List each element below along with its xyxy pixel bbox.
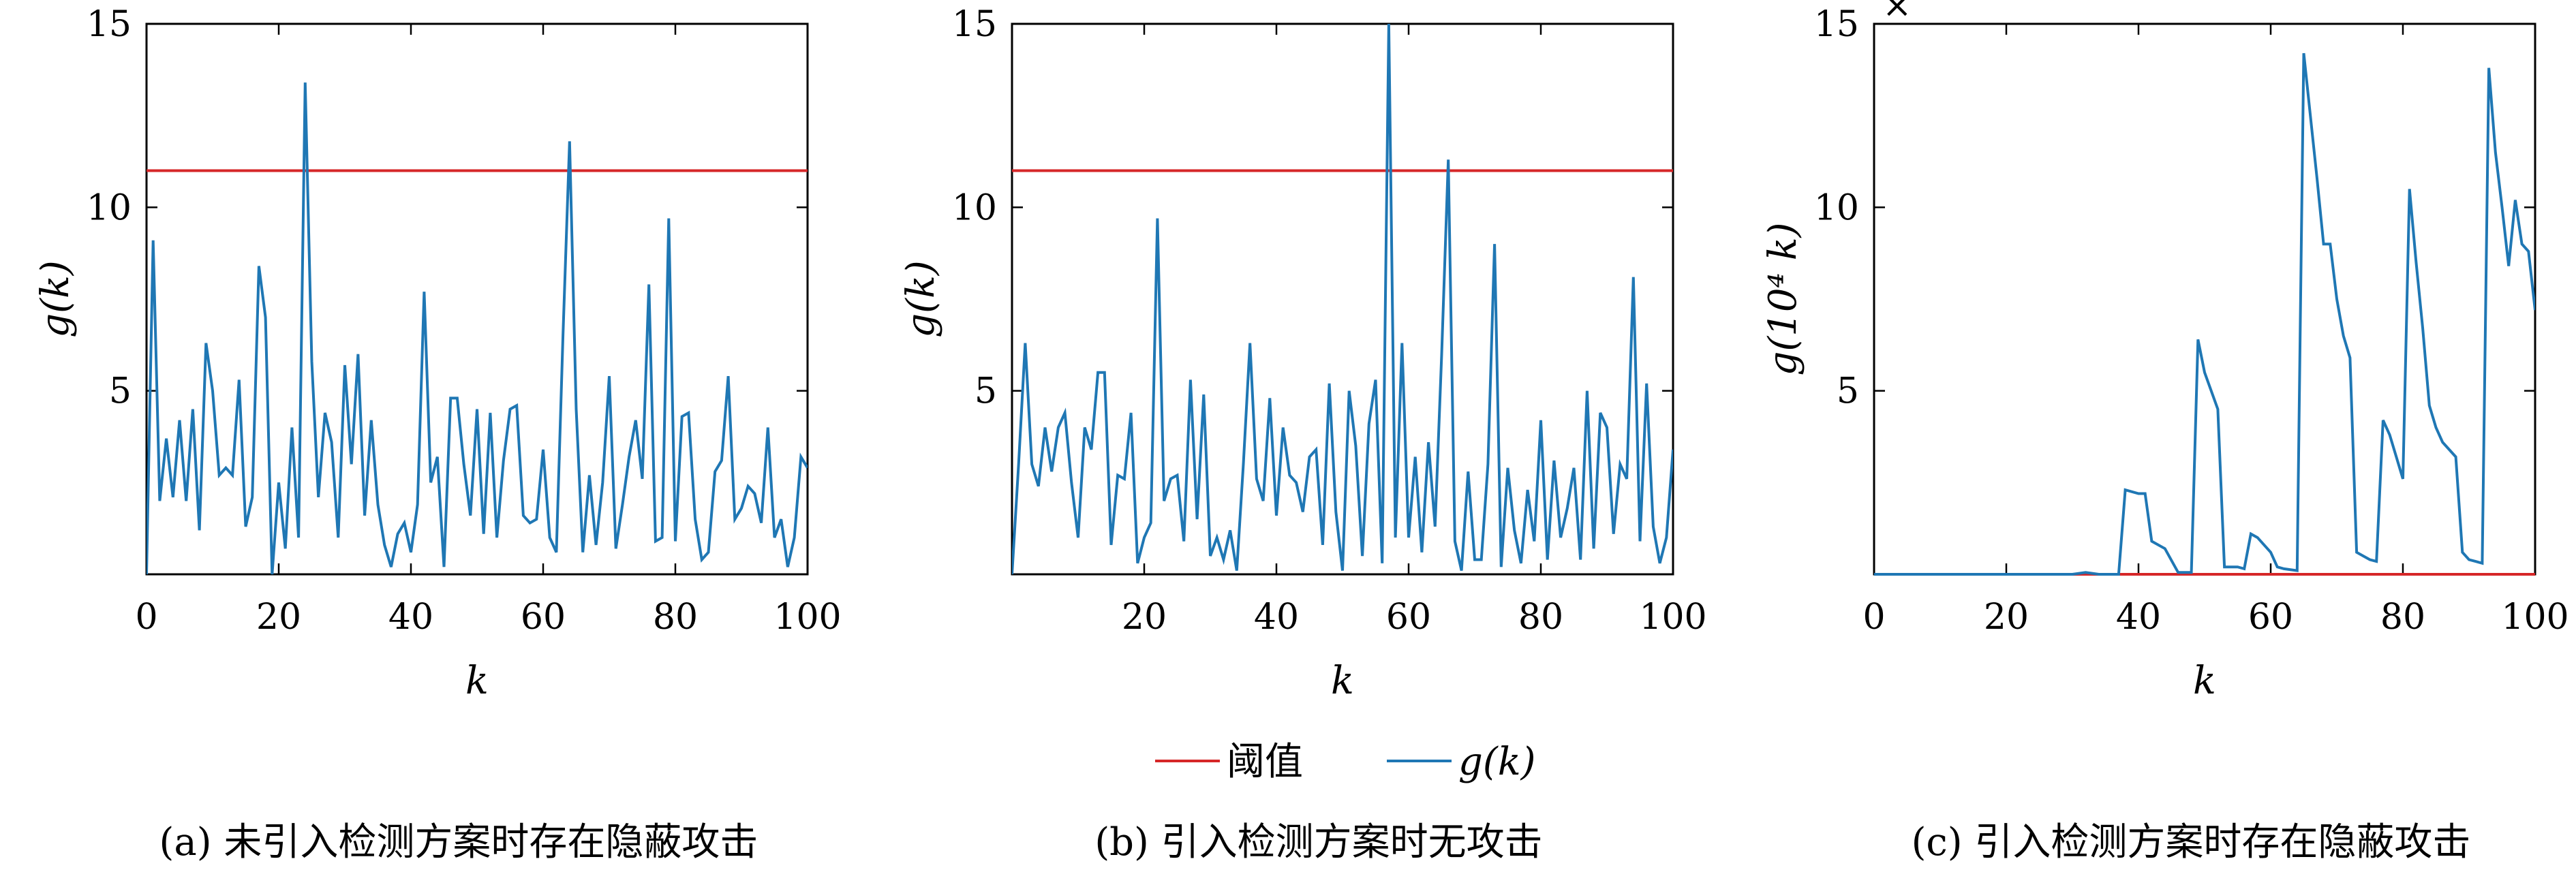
x-tick-label: 20 [1984, 597, 2029, 638]
x-tick-label: 40 [2116, 597, 2161, 638]
caption-b: (b) 引入检测方案时无攻击 [1094, 820, 1542, 865]
x-tick-label: 0 [1862, 597, 1885, 638]
y-axis-label: g(k) [33, 260, 78, 337]
x-tick-label: 80 [1518, 597, 1563, 638]
caption-a: (a) 未引入检测方案时存在隐蔽攻击 [159, 820, 758, 865]
x-tick-label: 40 [388, 597, 433, 638]
x-axis-label: k [1331, 659, 1354, 703]
y-tick-label: 10 [952, 187, 997, 228]
x-tick-label: 60 [521, 597, 566, 638]
legend-series-label: g(k) [1458, 740, 1535, 784]
x-tick-label: 100 [773, 597, 841, 638]
caption-c: (c) 引入检测方案时存在隐蔽攻击 [1912, 820, 2471, 865]
x-tick-label: 100 [2501, 597, 2569, 638]
axis-multiplier-mark: × [1882, 0, 1912, 26]
axes-frame [145, 22, 809, 576]
y-tick-label: 5 [1837, 371, 1859, 412]
x-tick-label: 0 [135, 597, 157, 638]
gk-series-line [1012, 23, 1673, 575]
x-tick-label: 20 [256, 597, 301, 638]
x-axis-label: k [2193, 659, 2216, 703]
y-tick-label: 10 [1814, 187, 1859, 228]
y-tick-label: 5 [109, 371, 132, 412]
x-tick-label: 60 [2248, 597, 2293, 638]
y-tick-label: 15 [952, 4, 997, 45]
x-tick-label: 40 [1254, 597, 1299, 638]
gk-series-line [147, 82, 808, 575]
axes-frame [1873, 22, 2536, 576]
x-tick-label: 100 [1639, 597, 1706, 638]
y-tick-label: 15 [87, 4, 132, 45]
y-axis-label: g(k) [899, 260, 943, 337]
x-tick-label: 80 [2380, 597, 2425, 638]
x-tick-label: 80 [653, 597, 698, 638]
legend-threshold-label: 阈值 [1227, 740, 1303, 784]
axes-frame [1011, 22, 1674, 576]
x-tick-label: 20 [1122, 597, 1167, 638]
y-axis-label: g(10⁴ k) [1761, 223, 1805, 376]
panel-a: 0 20 40 60 80 100 5 10 15 k g(k) [33, 4, 842, 703]
y-tick-label: 15 [1814, 4, 1859, 45]
panel-b: 20 40 60 80 100 5 10 15 k g(k) [899, 4, 1707, 703]
x-tick-label: 60 [1386, 597, 1431, 638]
legend: 阈值 g(k) [1155, 740, 1535, 784]
y-tick-label: 10 [87, 187, 132, 228]
panel-c: 0 20 40 60 80 100 5 10 15 k g(10⁴ k) × [1761, 0, 2569, 703]
x-axis-label: k [465, 659, 489, 703]
y-tick-label: 5 [975, 371, 997, 412]
gk-series-line [1874, 52, 2535, 576]
